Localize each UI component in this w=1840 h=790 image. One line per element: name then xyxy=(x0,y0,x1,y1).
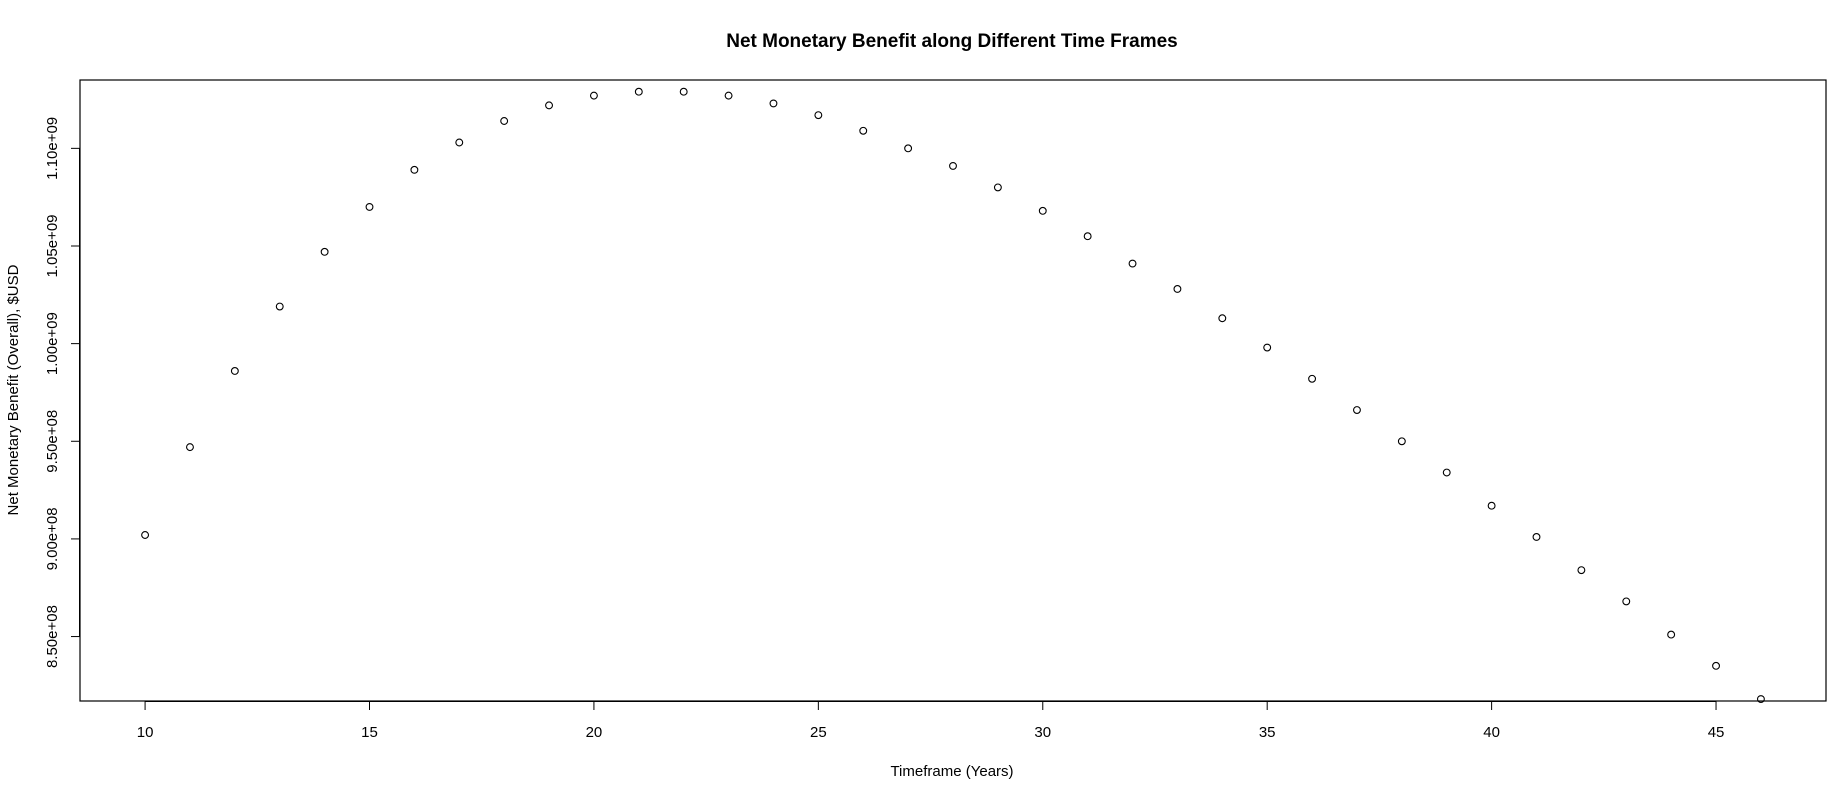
data-point xyxy=(230,367,239,375)
data-point xyxy=(859,126,868,135)
data-point xyxy=(1712,661,1720,670)
data-point xyxy=(949,161,957,170)
data-point xyxy=(455,138,464,147)
x-tick-label: 40 xyxy=(1483,724,1500,741)
y-tick-label: 1.10e+09 xyxy=(44,117,61,180)
data-point xyxy=(1397,437,1406,446)
data-point xyxy=(1667,630,1676,639)
data-point xyxy=(724,91,733,100)
y-tick-label: 9.50e+08 xyxy=(44,410,61,473)
data-point xyxy=(275,302,284,311)
data-point xyxy=(1083,232,1092,241)
x-tick-label: 45 xyxy=(1708,724,1725,741)
x-tick-label: 10 xyxy=(137,724,154,741)
data-point xyxy=(679,87,688,96)
data-point xyxy=(186,443,194,452)
data-point xyxy=(320,247,329,256)
x-tick-label: 15 xyxy=(361,724,378,741)
data-point xyxy=(410,165,419,174)
data-point xyxy=(904,144,913,153)
data-point xyxy=(1038,206,1047,215)
data-point xyxy=(1128,259,1137,268)
x-axis-label: Timeframe (Years) xyxy=(890,763,1013,780)
data-point xyxy=(993,183,1002,192)
x-tick-label: 25 xyxy=(810,724,827,741)
x-axis: 10 15 20 25 30 35 40 45 xyxy=(137,701,1725,741)
data-point xyxy=(1756,695,1765,703)
y-tick-label: 8.50e+08 xyxy=(44,605,61,668)
data-point xyxy=(500,117,509,125)
data-point xyxy=(814,111,823,120)
data-point xyxy=(1577,566,1586,575)
data-point xyxy=(634,87,643,96)
y-tick-label: 1.05e+09 xyxy=(44,214,61,277)
data-point xyxy=(365,202,374,211)
chart-title: Net Monetary Benefit along Different Tim… xyxy=(726,31,1178,52)
data-point xyxy=(1173,285,1182,293)
data-point xyxy=(1218,314,1227,323)
data-point xyxy=(1622,597,1631,606)
x-tick-label: 35 xyxy=(1259,724,1276,741)
data-point xyxy=(141,531,150,539)
y-axis-label: Net Monetary Benefit (Overall), $USD xyxy=(5,264,22,515)
data-point xyxy=(769,99,778,108)
data-point xyxy=(1442,468,1451,477)
data-point xyxy=(1308,374,1317,383)
plot-frame xyxy=(79,79,1827,702)
data-point xyxy=(545,101,553,110)
data-point xyxy=(1532,533,1541,541)
data-point xyxy=(1263,343,1272,352)
y-axis: 8.50e+08 9.00e+08 9.50e+08 1.00e+09 1.05e+09… xyxy=(44,117,80,668)
y-tick-label: 1.00e+09 xyxy=(44,312,61,375)
data-point xyxy=(589,91,598,100)
x-tick-label: 30 xyxy=(1034,724,1051,741)
data-points xyxy=(141,87,1765,703)
data-point xyxy=(1353,406,1361,414)
data-point xyxy=(1487,501,1496,510)
x-tick-label: 20 xyxy=(586,724,603,741)
y-tick-label: 9.00e+08 xyxy=(44,507,61,570)
